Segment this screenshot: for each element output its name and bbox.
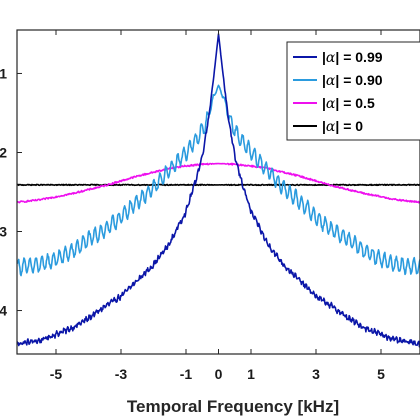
- legend-label: |α| = 0.90: [322, 72, 383, 89]
- series-line-3: [17, 183, 420, 187]
- series-line-2: [17, 162, 420, 204]
- series-line-1: [17, 84, 420, 277]
- x-tick-label: 0: [215, 366, 223, 382]
- legend-label: |α| = 0.5: [322, 95, 375, 112]
- x-axis-label: Temporal Frequency [kHz]: [127, 397, 339, 416]
- y-tick-label: 4: [0, 303, 7, 319]
- legend-label: |α| = 0.99: [322, 49, 383, 66]
- legend-label: |α| = 0: [322, 118, 363, 135]
- x-tick-label: 5: [377, 366, 385, 382]
- x-tick-label: 1: [247, 366, 255, 382]
- ticks-layer: -5 -3 -1 0 1 3 5 1 2 3 4: [0, 30, 385, 382]
- legend: |α| = 0.99 |α| = 0.90 |α| = 0.5 |α| = 0: [286, 41, 420, 141]
- x-tick-label: -1: [180, 366, 193, 382]
- x-tick-label: -3: [115, 366, 128, 382]
- y-tick-label: 2: [0, 144, 7, 160]
- x-tick-label: -5: [50, 366, 63, 382]
- legend-box: [286, 41, 420, 141]
- y-tick-label: 3: [0, 224, 7, 240]
- y-tick-label: 1: [0, 65, 7, 81]
- x-tick-label: 3: [312, 366, 320, 382]
